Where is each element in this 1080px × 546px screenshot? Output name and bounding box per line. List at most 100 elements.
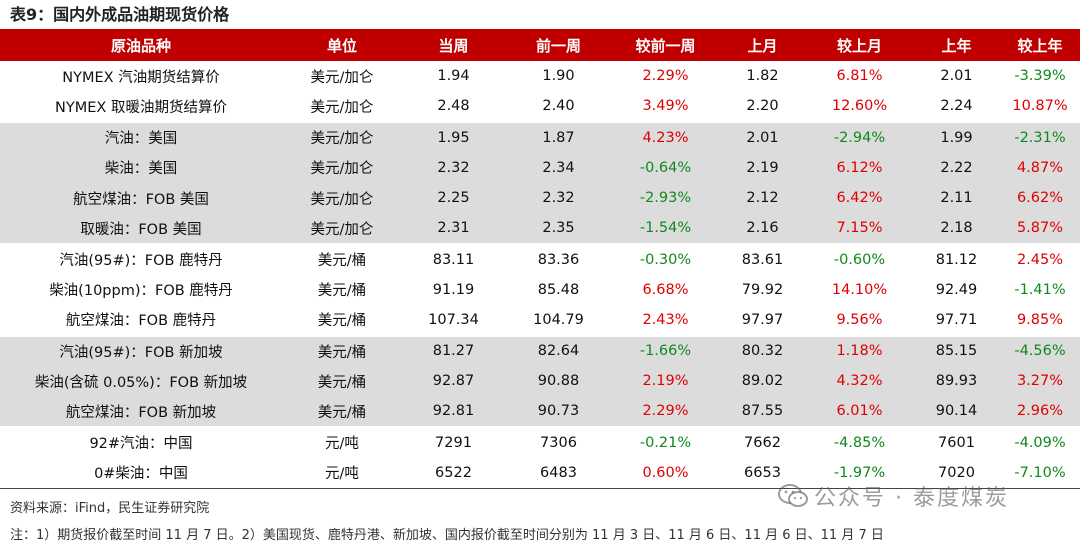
header-unit: 单位 xyxy=(326,36,357,55)
table-cell: -2.93% xyxy=(639,190,692,207)
watermark: 公众号 · 泰度煤炭 xyxy=(778,480,1009,512)
table-cell: 2.18 xyxy=(940,220,973,237)
table-cell: -2.94% xyxy=(806,121,913,153)
table-cell: 2.22 xyxy=(940,159,973,176)
table-cell: 2.31 xyxy=(437,220,470,237)
table-cell: 6.01% xyxy=(836,403,883,420)
table-cell: 6.81% xyxy=(836,68,883,85)
table-cell: 6.12% xyxy=(836,159,883,176)
table-cell: 美元/桶 xyxy=(282,243,402,275)
table-cell: 6522 xyxy=(402,457,505,489)
table-body: NYMEX 汽油期货结算价 美元/加仑 1.94 1.90 2.29% 1.82 6.81%… xyxy=(0,61,1080,489)
table-row: NYMEX 汽油期货结算价 美元/加仑 1.94 1.90 2.29% 1.82 6.81%… xyxy=(0,61,1080,92)
table-cell: 14.10% xyxy=(831,281,888,298)
table-cell: 美元/加仑 xyxy=(310,69,374,86)
table-cell: 2.25 xyxy=(437,190,470,207)
table-cell: 5.87% xyxy=(1016,220,1064,237)
table-cell: 4.32% xyxy=(836,373,883,390)
table-cell: -0.60% xyxy=(806,243,913,275)
table-row: 取暖油：FOB 美国 美元/加仑 2.31 2.35 -1.54% 2.16 7.15% 2.… xyxy=(0,213,1080,244)
table-cell: 83.11 xyxy=(402,243,505,275)
table-cell: 1.90 xyxy=(542,68,575,85)
table-cell: 2.16 xyxy=(746,220,779,237)
table-cell: NYMEX 汽油期货结算价 xyxy=(62,69,220,86)
table-cell: 取暖油：FOB 美国 xyxy=(80,221,202,238)
table-row: 航空煤油：FOB 美国 美元/加仑 2.25 2.32 -2.93% 2.12 6.42% 2… xyxy=(0,183,1080,214)
table-cell: 美元/桶 xyxy=(317,313,367,330)
table-cell: 2.32 xyxy=(542,190,575,207)
table-cell: 92.81 xyxy=(432,403,475,420)
table-row: NYMEX 取暖油期货结算价 美元/加仑 2.48 2.40 3.49% 2.20 12.6… xyxy=(0,91,1080,122)
table-cell: 2.29% xyxy=(642,68,689,85)
footnote: 注：1）期货报价截至时间 11 月 7 日。2）美国现货、鹿特丹港、新加坡、国内… xyxy=(10,528,884,543)
table-cell: 104.79 xyxy=(533,311,584,328)
table-cell: 6483 xyxy=(505,457,612,489)
table-cell: -0.21% xyxy=(612,426,719,458)
table-cell: 97.71 xyxy=(935,311,978,328)
table-cell: 6.42% xyxy=(836,190,883,207)
table-cell: 柴油(含硫 0.05%)：FOB 新加坡 xyxy=(34,374,248,391)
source-note: 资料来源：iFind，民生证券研究院 xyxy=(10,501,210,516)
table-cell: 2.45% xyxy=(1000,243,1080,275)
table-cell: 85.15 xyxy=(913,334,1000,366)
table-row: 0#柴油：中国 元/吨 6522 6483 0.60% 6653 -1.97% 7020 -7.… xyxy=(0,457,1080,489)
table-cell: 2.20 xyxy=(746,98,779,115)
table-row: 92#汽油：中国 元/吨 7291 7306 -0.21% 7662 -4.85% 7601-… xyxy=(0,426,1080,458)
table-cell: 美元/桶 xyxy=(317,374,367,391)
table-cell: 12.60% xyxy=(831,98,888,115)
table-cell: 2.29% xyxy=(642,403,689,420)
table-cell: 1.94 xyxy=(437,68,470,85)
table-row: 航空煤油：FOB 新加坡 美元/桶 92.81 90.73 2.29% 87.55 6.01… xyxy=(0,396,1080,427)
table-cell: -1.54% xyxy=(639,220,692,237)
table-cell: 81.27 xyxy=(402,334,505,366)
header-vs-last-week: 较前一周 xyxy=(635,36,696,55)
table-cell: 2.12 xyxy=(746,190,779,207)
header-last-year: 上年 xyxy=(941,36,972,55)
table-cell: 82.64 xyxy=(505,334,612,366)
table-cell: 美元/加仑 xyxy=(310,161,374,178)
table-cell: 10.87% xyxy=(1012,98,1068,115)
table-cell: 4.87% xyxy=(1016,159,1064,176)
table-cell: 6.68% xyxy=(642,281,689,298)
table-cell: 80.32 xyxy=(719,334,806,366)
table-title: 表9：国内外成品油期现货价格 xyxy=(10,5,230,24)
table-cell: 航空煤油：FOB 美国 xyxy=(73,191,209,208)
table-cell: 2.32 xyxy=(437,159,470,176)
table-cell: 91.19 xyxy=(432,281,475,298)
table-cell: 元/吨 xyxy=(282,457,402,489)
table-cell: 83.61 xyxy=(719,243,806,275)
table-cell: 7.15% xyxy=(836,220,883,237)
table-cell: 2.96% xyxy=(1016,403,1064,420)
table-cell: -2.31% xyxy=(1000,121,1080,153)
table-cell: 2.48 xyxy=(437,98,470,115)
table-cell: 2.11 xyxy=(940,190,973,207)
table-cell: 2.19% xyxy=(642,373,689,390)
table-cell: 90.14 xyxy=(935,403,978,420)
table-cell: 97.97 xyxy=(741,311,784,328)
table-cell: 7020 xyxy=(913,457,1000,489)
table-cell: 1.18% xyxy=(806,334,913,366)
table-cell: 7601 xyxy=(913,426,1000,458)
header-vs-last-year: 较上年 xyxy=(1017,36,1063,55)
table-cell: 美元/加仑 xyxy=(310,99,374,116)
table-cell: 79.92 xyxy=(741,281,784,298)
table-cell: 92.49 xyxy=(935,281,978,298)
table-cell: -4.85% xyxy=(806,426,913,458)
table-cell: 汽油(95#)：FOB 鹿特丹 xyxy=(0,243,282,275)
table-cell: 3.27% xyxy=(1016,373,1064,390)
table-cell: -7.10% xyxy=(1000,457,1080,489)
table-cell: 92#汽油：中国 xyxy=(0,426,282,458)
table-cell: 美元/桶 xyxy=(282,334,402,366)
table-cell: 87.55 xyxy=(741,403,784,420)
table-cell: -1.66% xyxy=(612,334,719,366)
table-row: 汽油(95#)：FOB 鹿特丹 美元/桶 83.11 83.36 -0.30% 83.61… xyxy=(0,243,1080,275)
table-cell: 7662 xyxy=(719,426,806,458)
table-cell: 3.49% xyxy=(642,98,689,115)
table-cell: -1.97% xyxy=(806,457,913,489)
table-cell: 元/吨 xyxy=(282,426,402,458)
table-cell: 92.87 xyxy=(432,373,475,390)
table-cell: 航空煤油：FOB 新加坡 xyxy=(65,404,217,421)
table-cell: 1.99 xyxy=(913,121,1000,153)
header-this-week: 当周 xyxy=(438,36,469,55)
header-last-week: 前一周 xyxy=(535,36,581,55)
